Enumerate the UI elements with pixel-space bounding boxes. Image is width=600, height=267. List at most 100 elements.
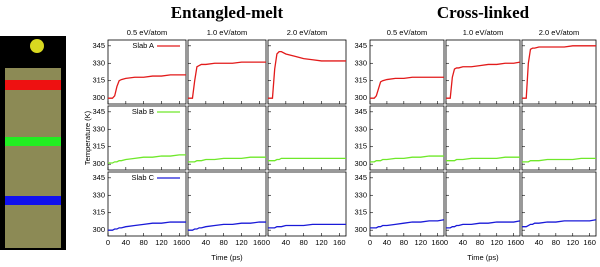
x-tick-label: 40	[535, 238, 543, 247]
y-tick-label: 300	[92, 159, 105, 168]
group-title: Cross-linked	[437, 3, 530, 22]
column-title: 1.0 eV/atom	[463, 28, 503, 37]
y-tick-label: 345	[354, 107, 367, 116]
polymer-slab	[5, 68, 61, 248]
panel-frame	[187, 171, 267, 237]
y-tick-label: 315	[354, 76, 367, 85]
y-tick-label: 315	[92, 76, 105, 85]
temperature-line	[188, 61, 266, 99]
temperature-line	[108, 221, 186, 231]
temperature-line	[370, 155, 444, 163]
column-title: 1.0 eV/atom	[207, 28, 247, 37]
y-tick-label: 345	[92, 107, 105, 116]
x-tick-label: 120	[155, 238, 168, 247]
x-tick-label: 120	[566, 238, 579, 247]
x-tick-label: 0	[186, 238, 190, 247]
y-tick-label: 345	[354, 173, 367, 182]
x-tick-label: 0	[444, 238, 448, 247]
y-tick-label: 300	[354, 159, 367, 168]
x-tick-label: 160	[333, 238, 346, 247]
x-tick-label: 80	[219, 238, 227, 247]
x-tick-label: 0	[520, 238, 524, 247]
panel-frame	[521, 171, 597, 237]
x-tick-label: 0	[266, 238, 270, 247]
x-tick-label: 120	[235, 238, 248, 247]
panel-frame	[107, 171, 187, 237]
y-tick-label: 315	[354, 142, 367, 151]
column-title: 0.5 eV/atom	[127, 28, 167, 37]
y-tick-label: 315	[354, 208, 367, 217]
column-title: 2.0 eV/atom	[287, 28, 327, 37]
y-tick-label: 330	[92, 58, 105, 67]
legend-label: Slab B	[132, 107, 154, 116]
x-tick-label: 160	[253, 238, 266, 247]
panel-frame	[187, 39, 267, 105]
x-axis-label: Time (ps)	[211, 253, 243, 262]
temperature-line	[188, 221, 266, 231]
x-tick-label: 80	[476, 238, 484, 247]
x-axis-label: Time (ps)	[467, 253, 499, 262]
x-tick-label: 160	[507, 238, 520, 247]
column-title: 2.0 eV/atom	[539, 28, 579, 37]
temperature-line	[108, 154, 186, 164]
temperature-line	[522, 45, 596, 99]
y-tick-label: 330	[92, 124, 105, 133]
panel-frame	[267, 39, 347, 105]
x-tick-label: 160	[173, 238, 186, 247]
slab-b-band	[5, 137, 61, 146]
x-tick-label: 80	[552, 238, 560, 247]
y-tick-label: 300	[92, 225, 105, 234]
x-tick-label: 40	[383, 238, 391, 247]
y-tick-label: 300	[92, 93, 105, 102]
x-tick-label: 80	[400, 238, 408, 247]
temperature-line	[370, 76, 444, 99]
x-tick-label: 120	[414, 238, 427, 247]
y-tick-label: 315	[92, 142, 105, 151]
panel-frame	[445, 171, 521, 237]
temperature-line	[188, 156, 266, 163]
x-tick-label: 120	[490, 238, 503, 247]
legend-label: Slab C	[131, 173, 154, 182]
x-tick-label: 120	[315, 238, 328, 247]
panel-frame	[187, 105, 267, 171]
slab-image	[0, 36, 66, 250]
group-title: Entangled-melt	[171, 3, 284, 22]
projectile	[30, 39, 44, 53]
y-tick-label: 345	[354, 41, 367, 50]
panel-frame	[445, 39, 521, 105]
temperature-line	[268, 223, 346, 229]
temperature-line	[522, 157, 596, 163]
y-tick-label: 330	[354, 58, 367, 67]
panel-frame	[107, 39, 187, 105]
x-tick-label: 40	[122, 238, 130, 247]
column-title: 0.5 eV/atom	[387, 28, 427, 37]
x-tick-label: 0	[106, 238, 110, 247]
panel-frame	[369, 105, 445, 171]
panel-frame	[267, 105, 347, 171]
x-tick-label: 40	[282, 238, 290, 247]
y-tick-label: 330	[92, 190, 105, 199]
x-tick-label: 160	[583, 238, 596, 247]
panel-frame	[369, 39, 445, 105]
temperature-line	[370, 219, 445, 229]
x-tick-label: 80	[139, 238, 147, 247]
y-tick-label: 315	[92, 208, 105, 217]
panel-frame	[521, 39, 597, 105]
y-tick-label: 300	[354, 225, 367, 234]
temperature-line	[446, 61, 521, 99]
temperature-line	[268, 50, 346, 99]
temperature-line	[446, 156, 520, 162]
legend-label: Slab A	[132, 41, 154, 50]
slab-a-band	[5, 80, 61, 90]
x-tick-label: 80	[299, 238, 307, 247]
panel-frame	[107, 105, 187, 171]
panel-frame	[445, 105, 521, 171]
panel-frame	[267, 171, 347, 237]
x-tick-label: 160	[431, 238, 444, 247]
slab-c-band	[5, 196, 61, 205]
y-tick-label: 345	[92, 173, 105, 182]
x-tick-label: 40	[459, 238, 467, 247]
temperature-line	[522, 219, 597, 228]
